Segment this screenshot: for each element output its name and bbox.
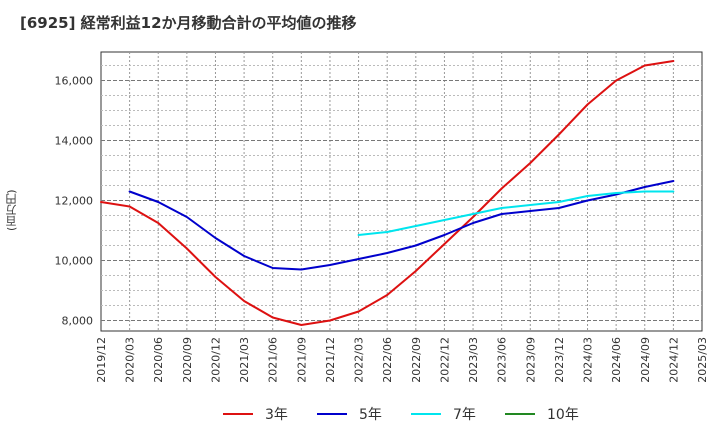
axes: 2019/12 2020/03 2020/06 2020/09 2020/12 2021/… xyxy=(55,75,710,383)
x-tick-label: 2023/12 xyxy=(553,337,566,383)
x-tick-label: 2021/09 xyxy=(295,337,308,383)
x-tick-label: 2025/03 xyxy=(696,337,709,383)
x-tick-label: 2021/06 xyxy=(267,337,280,383)
x-tick-label: 2023/03 xyxy=(467,337,480,383)
legend-label: 3年 xyxy=(265,407,288,423)
x-tick-label: 2023/09 xyxy=(524,337,537,383)
x-tick-label: 2022/06 xyxy=(381,337,394,383)
x-tick-label: 2020/09 xyxy=(181,337,194,383)
x-tick-label: 2020/03 xyxy=(124,337,137,383)
series-line xyxy=(357,190,675,236)
series-line xyxy=(128,180,675,271)
x-tick-label: 2024/03 xyxy=(582,337,595,383)
series-line xyxy=(100,60,675,326)
x-tick-label: 2020/12 xyxy=(209,337,222,383)
legend-label: 10年 xyxy=(547,407,579,423)
x-tick-label: 2024/06 xyxy=(610,337,623,383)
plot-area xyxy=(100,51,703,332)
x-tick-label: 2024/09 xyxy=(639,337,652,383)
y-tick-label: 8,000 xyxy=(62,315,94,328)
legend-label: 7年 xyxy=(453,407,476,423)
x-tick-label: 2020/06 xyxy=(152,337,165,383)
x-tick-label: 2021/12 xyxy=(324,337,337,383)
x-tick-label: 2019/12 xyxy=(95,337,108,383)
x-tick-label: 2022/09 xyxy=(410,337,423,383)
x-tick-label: 2021/03 xyxy=(238,337,251,383)
x-tick-label: 2022/12 xyxy=(438,337,451,383)
chart-title: [6925] 経常利益12か月移動合計の平均値の推移 xyxy=(20,14,357,32)
series-lines xyxy=(100,60,675,326)
x-tick-label: 2024/12 xyxy=(667,337,680,383)
y-tick-label: 14,000 xyxy=(55,135,94,148)
x-tick-label: 2022/03 xyxy=(353,337,366,383)
legend-label: 5年 xyxy=(359,407,382,423)
y-tick-label: 10,000 xyxy=(55,255,94,268)
y-tick-label: 16,000 xyxy=(55,75,94,88)
y-tick-label: 12,000 xyxy=(55,195,94,208)
legend: 3年 5年 7年 10年 xyxy=(223,407,579,423)
grid xyxy=(100,51,703,332)
x-tick-label: 2023/06 xyxy=(496,337,509,383)
